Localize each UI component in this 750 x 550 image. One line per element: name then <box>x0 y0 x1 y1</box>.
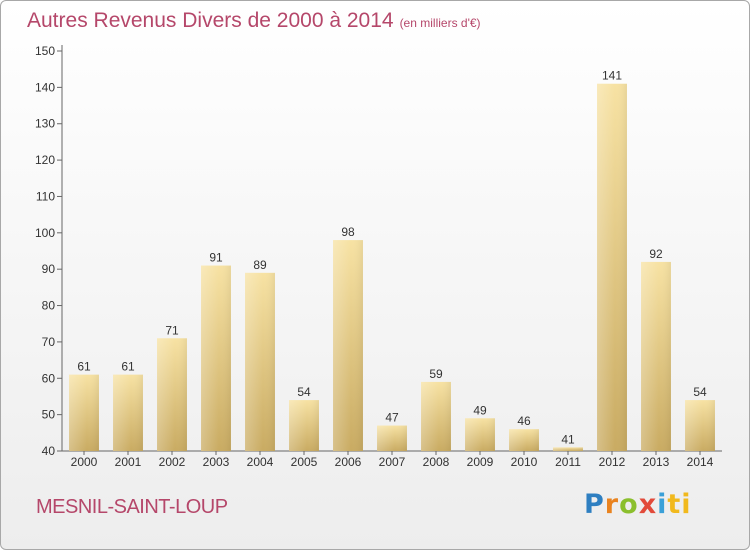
location-name: MESNIL-SAINT-LOUP <box>36 496 228 518</box>
bar-shade <box>201 265 231 451</box>
x-tick-label: 2008 <box>423 455 450 469</box>
chart-subtitle: (en milliers d'€) <box>399 16 481 30</box>
logo-letter: i <box>657 489 668 520</box>
logo-letter: r <box>604 489 620 520</box>
y-tick-label: 140 <box>35 80 55 94</box>
data-label: 61 <box>121 360 135 374</box>
data-label: 47 <box>385 411 399 425</box>
x-tick-label: 2011 <box>555 455 581 469</box>
y-tick-label: 120 <box>35 153 55 167</box>
y-tick-label: 50 <box>42 408 56 422</box>
bar-shade <box>377 425 407 451</box>
x-tick-label: 2013 <box>643 455 670 469</box>
logo-letter: x <box>638 489 658 520</box>
data-label: 41 <box>561 432 575 446</box>
x-tick-label: 2014 <box>687 455 714 469</box>
y-tick-label: 70 <box>42 335 56 349</box>
logo-letter: o <box>619 489 639 520</box>
chart-title: Autres Revenus Divers de 2000 à 2014 (en … <box>27 9 481 33</box>
y-tick-label: 90 <box>42 262 56 276</box>
data-label: 91 <box>209 251 223 265</box>
bar-shade <box>553 447 583 451</box>
bar-shade <box>685 400 715 451</box>
data-label: 89 <box>253 258 267 272</box>
x-tick-label: 2000 <box>71 455 98 469</box>
bar-shade <box>641 261 671 451</box>
x-tick-label: 2002 <box>159 455 186 469</box>
x-tick-label: 2005 <box>291 455 318 469</box>
data-label: 46 <box>517 414 531 428</box>
logo-letter: ti <box>667 489 692 520</box>
bar-shade <box>597 83 627 452</box>
data-label: 141 <box>602 69 622 83</box>
x-tick-label: 2007 <box>379 455 406 469</box>
bar-shade <box>69 374 99 451</box>
bar-shade <box>157 338 187 451</box>
data-label: 71 <box>165 323 179 337</box>
x-tick-label: 2010 <box>511 455 538 469</box>
data-label: 49 <box>473 403 487 417</box>
bar-shade <box>509 429 539 451</box>
data-label: 59 <box>429 367 443 381</box>
y-tick-label: 110 <box>36 189 55 203</box>
logo-letter: P <box>584 489 605 520</box>
x-tick-label: 2009 <box>467 455 494 469</box>
y-tick-label: 40 <box>42 444 56 458</box>
x-tick-label: 2001 <box>115 455 142 469</box>
y-tick-label: 150 <box>35 44 55 58</box>
bar-shade <box>289 400 319 451</box>
bar-shade <box>465 418 495 451</box>
data-label: 54 <box>693 385 707 399</box>
data-label: 54 <box>297 385 311 399</box>
y-tick-label: 80 <box>42 299 56 313</box>
data-label: 92 <box>649 247 663 261</box>
bar-shade <box>421 381 451 451</box>
y-tick-label: 100 <box>35 226 55 240</box>
bar-shade <box>113 374 143 451</box>
data-label: 98 <box>341 225 355 239</box>
bar-shade <box>333 240 363 451</box>
data-label: 61 <box>77 360 91 374</box>
x-tick-label: 2003 <box>203 455 230 469</box>
x-tick-label: 2012 <box>599 455 626 469</box>
y-tick-label: 60 <box>42 371 56 385</box>
chart-title-text: Autres Revenus Divers de 2000 à 2014 <box>27 9 394 32</box>
proxiti-logo: Proxiti <box>584 489 692 520</box>
x-tick-label: 2006 <box>335 455 362 469</box>
bar-shade <box>245 272 275 451</box>
x-tick-label: 2004 <box>247 455 274 469</box>
y-tick-label: 130 <box>35 117 55 131</box>
